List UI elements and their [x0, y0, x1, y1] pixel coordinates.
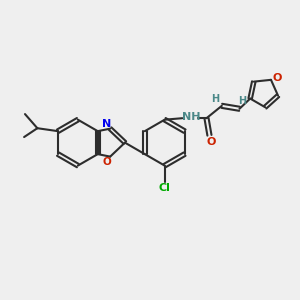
- Text: H: H: [238, 96, 247, 106]
- Text: H: H: [211, 94, 219, 104]
- Text: N: N: [102, 118, 111, 129]
- Text: Cl: Cl: [159, 183, 171, 193]
- Text: O: O: [272, 74, 282, 83]
- Text: O: O: [103, 157, 112, 166]
- Text: NH: NH: [182, 112, 200, 122]
- Text: O: O: [206, 137, 216, 147]
